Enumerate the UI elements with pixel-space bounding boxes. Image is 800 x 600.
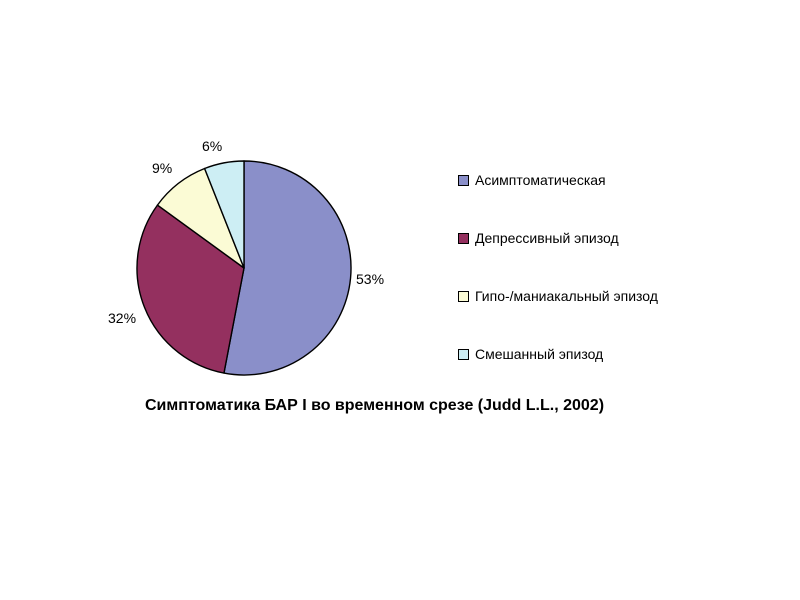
pie-slices	[136, 160, 352, 376]
pie-slice-asymptomatic	[223, 160, 352, 376]
legend-item-manic: Гипо-/маниакальный эпизод	[458, 286, 758, 306]
legend-item-asymptomatic: Асимптоматическая	[458, 170, 758, 190]
legend-swatch-depressive	[458, 232, 469, 244]
legend: Асимптоматическая Депрессивный эпизод Ги…	[458, 170, 758, 402]
slice-label-manic: 9%	[152, 160, 172, 176]
legend-label-depressive: Депрессивный эпизод	[475, 230, 619, 246]
legend-swatch-mixed	[458, 348, 469, 360]
chart-title: Симптоматика БАР I во временном срезе (J…	[145, 397, 605, 414]
slice-label-depressive: 32%	[108, 310, 136, 326]
legend-swatch-manic	[458, 290, 469, 302]
legend-label-mixed: Смешанный эпизод	[475, 346, 604, 362]
pie-slice-labels: 53% 32% 9% 6%	[108, 138, 384, 326]
pie-slice-mixed	[203, 160, 245, 269]
slice-label-mixed: 6%	[202, 138, 222, 154]
legend-item-mixed: Смешанный эпизод	[458, 344, 758, 364]
legend-item-depressive: Депрессивный эпизод	[458, 228, 758, 248]
legend-label-manic: Гипо-/маниакальный эпизод	[475, 288, 658, 304]
pie-slice-depressive	[136, 204, 245, 374]
slice-label-asymptomatic: 53%	[356, 271, 384, 287]
legend-label-asymptomatic: Асимптоматическая	[475, 172, 606, 188]
legend-swatch-asymptomatic	[458, 174, 469, 186]
